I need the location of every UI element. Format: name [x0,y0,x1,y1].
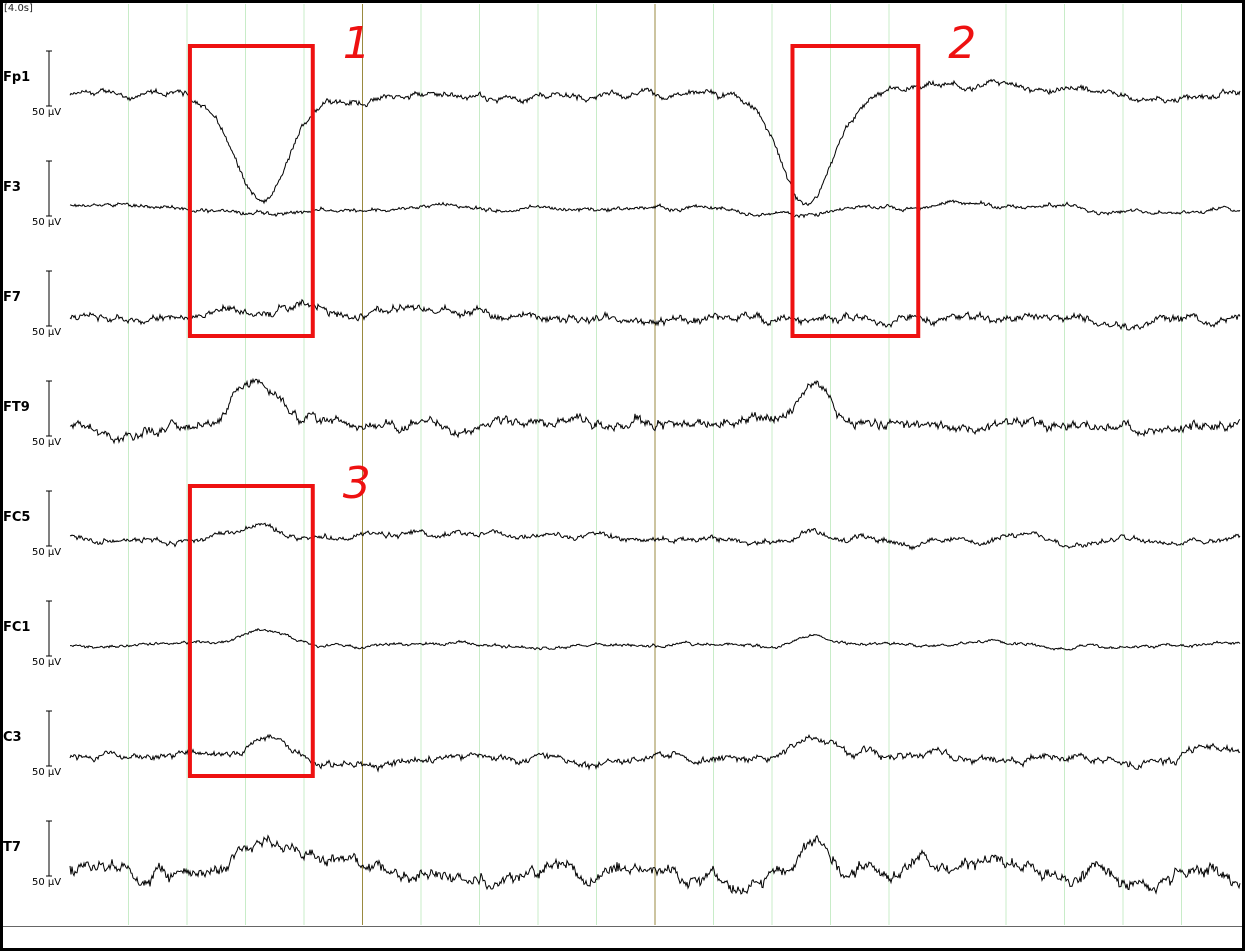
annotation-box-3 [187,484,315,778]
scale-label: 50 µV [32,657,62,668]
scale-label: 50 µV [32,327,62,338]
eeg-trace-f7 [69,298,1241,331]
scale-label: 50 µV [32,547,62,558]
channel-label-ft9: FT9 [3,400,30,415]
scale-label: 50 µV [32,107,62,118]
annotation-label-2: 2 [948,18,977,69]
scale-label: 50 µV [32,877,62,888]
channel-label-f3: F3 [3,180,21,195]
eeg-trace-t7 [69,834,1241,895]
channel-label-fc1: FC1 [3,620,31,635]
eeg-trace-fc5 [69,522,1241,551]
scrollbar-track[interactable] [3,926,1242,927]
channel-label-c3: C3 [3,730,22,745]
time-window-label: [4.0s] [4,3,33,14]
channel-label-t7: T7 [3,840,21,855]
annotation-box-1 [187,44,315,338]
annotation-label-3: 3 [342,458,371,509]
channel-label-fp1: Fp1 [3,70,31,85]
eeg-trace-fc1 [70,627,1241,651]
eeg-trace-c3 [69,733,1241,773]
scale-label: 50 µV [32,437,62,448]
annotation-label-1: 1 [342,18,371,69]
eeg-trace-fp1 [69,78,1241,207]
annotation-box-2 [790,44,921,338]
scale-label: 50 µV [32,767,62,778]
scale-label: 50 µV [32,217,62,228]
eeg-trace-f3 [69,199,1241,219]
channel-label-fc5: FC5 [3,510,31,525]
eeg-trace-ft9 [69,377,1241,445]
channel-label-f7: F7 [3,290,21,305]
